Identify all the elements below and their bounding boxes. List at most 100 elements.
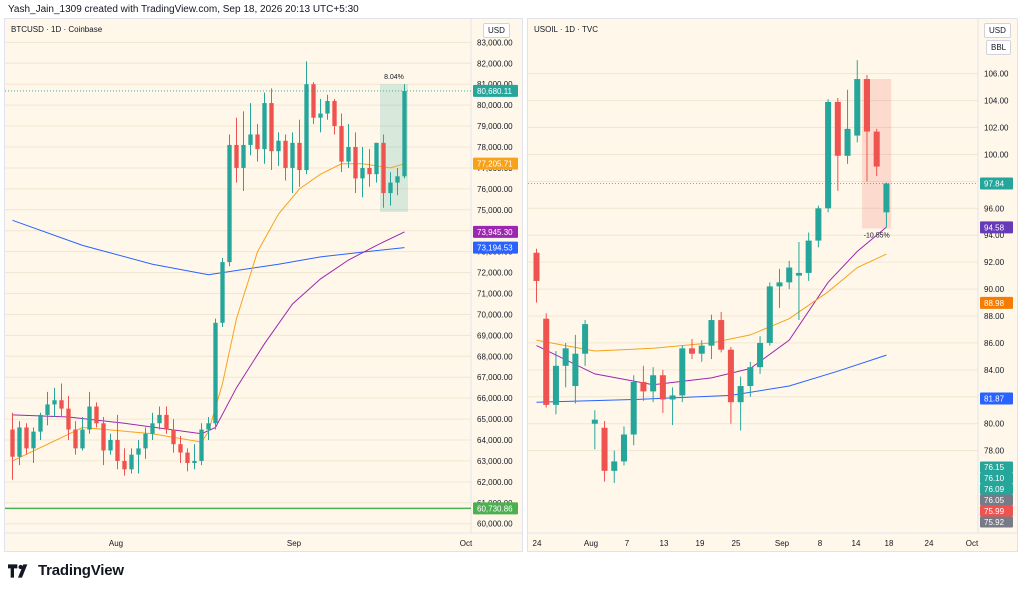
author-credit: Yash_Jain_1309 created with TradingView.… [8,4,359,15]
oil-chart-pane[interactable]: 78.0080.0082.0084.0086.0088.0090.0092.00… [527,18,1018,552]
oil-x-tick-label: 19 [696,539,705,548]
oil-x-tick-label: Oct [966,539,979,548]
oil-candle-body [844,128,851,156]
btc-candle-body [185,452,190,464]
oil-candle-body [533,252,540,282]
oil-candle-body [572,353,579,387]
oil-y-tick-label: 92.00 [984,258,1005,267]
btc-price-tag-label: 80,680.11 [477,87,513,96]
oil-candle-body [873,131,880,167]
btc-candle-body [297,142,302,171]
btc-candle-body [241,144,246,168]
oil-candle-body [543,318,550,405]
btc-y-tick-label: 76,000.00 [477,185,513,194]
oil-currency-label[interactable]: USD [984,23,1011,38]
oil-candle-body [805,240,812,273]
oil-unit-label[interactable]: BBL [986,40,1012,55]
oil-chart-svg: 78.0080.0082.0084.0086.0088.0090.0092.00… [528,19,1017,548]
btc-candle-body [171,429,176,445]
btc-y-tick-label: 81,000.00 [477,80,513,89]
oil-candle-body [727,349,734,403]
oil-stack-tag-label: 76.10 [984,474,1005,483]
oil-stack-tag-label: 76.15 [984,463,1005,472]
btc-candle-body [325,100,330,114]
btc-candle-body [94,406,99,424]
oil-candle-body [689,348,696,354]
btc-y-tick-label: 63,000.00 [477,457,513,466]
btc-candle-body [220,262,225,323]
btc-candle-body [374,142,379,175]
oil-candle-body [659,375,666,400]
oil-y-tick-label: 100.00 [984,150,1009,159]
oil-x-tick-label: Aug [584,539,598,548]
btc-price-tag [473,84,518,97]
btc-candle-body [73,429,78,449]
oil-ema-blue-line [536,354,887,403]
btc-candle-body [115,440,120,461]
btc-candle-body [143,433,148,449]
oil-x-tick-label: 25 [732,539,741,548]
oil-candle-body [591,419,598,424]
btc-currency-label[interactable]: USD [483,23,510,38]
btc-candle-body [206,423,211,430]
btc-x-tick-label: Aug [109,539,123,548]
btc-y-tick-label: 66,000.00 [477,394,513,403]
btc-candle-body [136,448,141,455]
oil-candle-body [854,79,861,136]
btc-candle-body [10,429,15,457]
btc-candle-body [164,414,169,430]
btc-candle-body [234,144,239,168]
oil-candle-body [815,208,822,241]
btc-chart-pane[interactable]: 60,000.0061,000.0062,000.0063,000.0064,0… [4,18,523,552]
btc-ema-orange-line [12,163,405,462]
oil-price-tag-label: 88.98 [984,299,1005,308]
oil-x-tick-label: 7 [625,539,630,548]
btc-y-tick-label: 79,000.00 [477,122,513,131]
oil-y-tick-label: 86.00 [984,339,1005,348]
btc-y-tick-label: 60,000.00 [477,520,513,529]
btc-y-tick-label: 78,000.00 [477,143,513,152]
btc-candle-body [318,113,323,118]
oil-y-tick-label: 84.00 [984,366,1005,375]
oil-price-tag-label: 94.58 [984,223,1005,232]
oil-candle-body [708,320,715,346]
btc-candle-body [150,423,155,434]
btc-candle-body [346,147,351,162]
oil-x-tick-label: Sep [775,539,790,548]
btc-price-tag [473,225,518,238]
btc-candle-body [122,460,127,470]
btc-ema-blue-line [12,219,405,276]
oil-candle-body [650,375,657,392]
pane-divider[interactable] [523,18,527,552]
oil-stack-tag [980,516,1013,528]
oil-candle-body [786,267,793,283]
oil-candle-body [757,342,764,368]
oil-candle-body [766,286,773,343]
btc-candle-body [157,414,162,424]
oil-stack-tag-label: 75.99 [984,507,1005,516]
btc-price-tag-label: 77,205.71 [477,160,513,169]
btc-candle-body [38,414,43,432]
oil-price-tag [980,296,1013,309]
btc-price-tag [473,502,518,515]
btc-candle-body [304,84,309,171]
oil-y-tick-label: 106.00 [984,70,1009,79]
btc-price-tag-label: 73,945.30 [477,228,513,237]
oil-ema-purple-line [536,226,887,386]
btc-x-tick-label: Sep [287,539,302,548]
btc-ema-purple-line [12,231,405,435]
btc-candle-body [402,90,407,177]
btc-candle-body [45,404,50,415]
oil-candle-body [630,381,637,435]
oil-stack-tag-label: 76.05 [984,496,1005,505]
btc-y-tick-label: 72,000.00 [477,269,513,278]
oil-stack-tag [980,494,1013,506]
tradingview-brand: TradingView [38,562,124,579]
btc-candle-body [311,84,316,118]
oil-y-tick-label: 102.00 [984,124,1009,133]
oil-y-tick-label: 88.00 [984,312,1005,321]
oil-y-tick-label: 94.00 [984,231,1005,240]
oil-candle-body [601,427,608,471]
btc-candle-body [360,167,365,179]
